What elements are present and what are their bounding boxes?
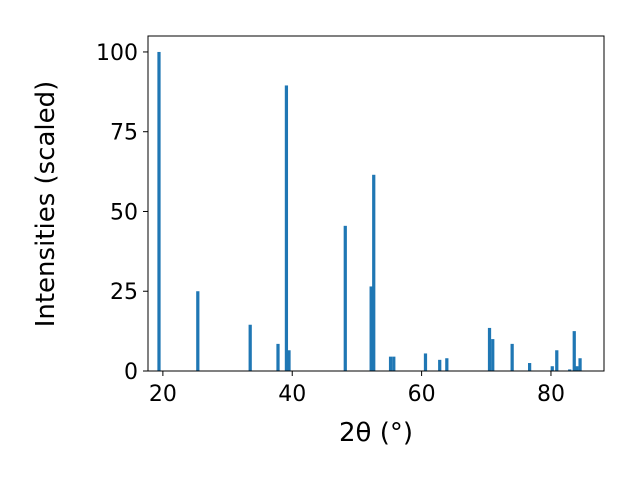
x-tick-label: 60 — [408, 382, 436, 407]
bar — [572, 331, 576, 371]
y-tick-label: 50 — [110, 200, 138, 225]
bar — [248, 324, 252, 371]
bar — [528, 363, 532, 371]
bar — [445, 358, 449, 371]
bar — [510, 343, 514, 371]
bar — [287, 350, 291, 371]
bar — [392, 356, 396, 371]
bar — [284, 85, 289, 371]
bar — [196, 291, 200, 371]
bar — [568, 369, 572, 371]
y-tick-label: 0 — [124, 360, 138, 385]
bar — [343, 225, 347, 371]
bar — [491, 339, 495, 371]
x-tick-label: 40 — [278, 382, 306, 407]
y-axis-label: Intensities (scaled) — [31, 81, 61, 328]
bar — [157, 51, 161, 371]
x-tick-label: 80 — [537, 382, 565, 407]
plot-frame — [147, 35, 605, 372]
bar — [388, 356, 393, 371]
bar — [487, 327, 492, 371]
bar — [369, 286, 373, 371]
bar — [555, 350, 559, 371]
bar — [438, 359, 442, 371]
x-axis-label: 2θ (°) — [339, 418, 413, 448]
x-tick-label: 20 — [149, 382, 177, 407]
bar — [423, 353, 428, 371]
y-tick-label: 100 — [96, 41, 138, 66]
bar — [276, 343, 280, 371]
y-tick-label: 75 — [110, 121, 138, 146]
bar — [372, 174, 376, 371]
bar — [578, 358, 582, 371]
bar — [550, 366, 554, 371]
bar — [575, 366, 579, 371]
y-tick-label: 25 — [110, 280, 138, 305]
